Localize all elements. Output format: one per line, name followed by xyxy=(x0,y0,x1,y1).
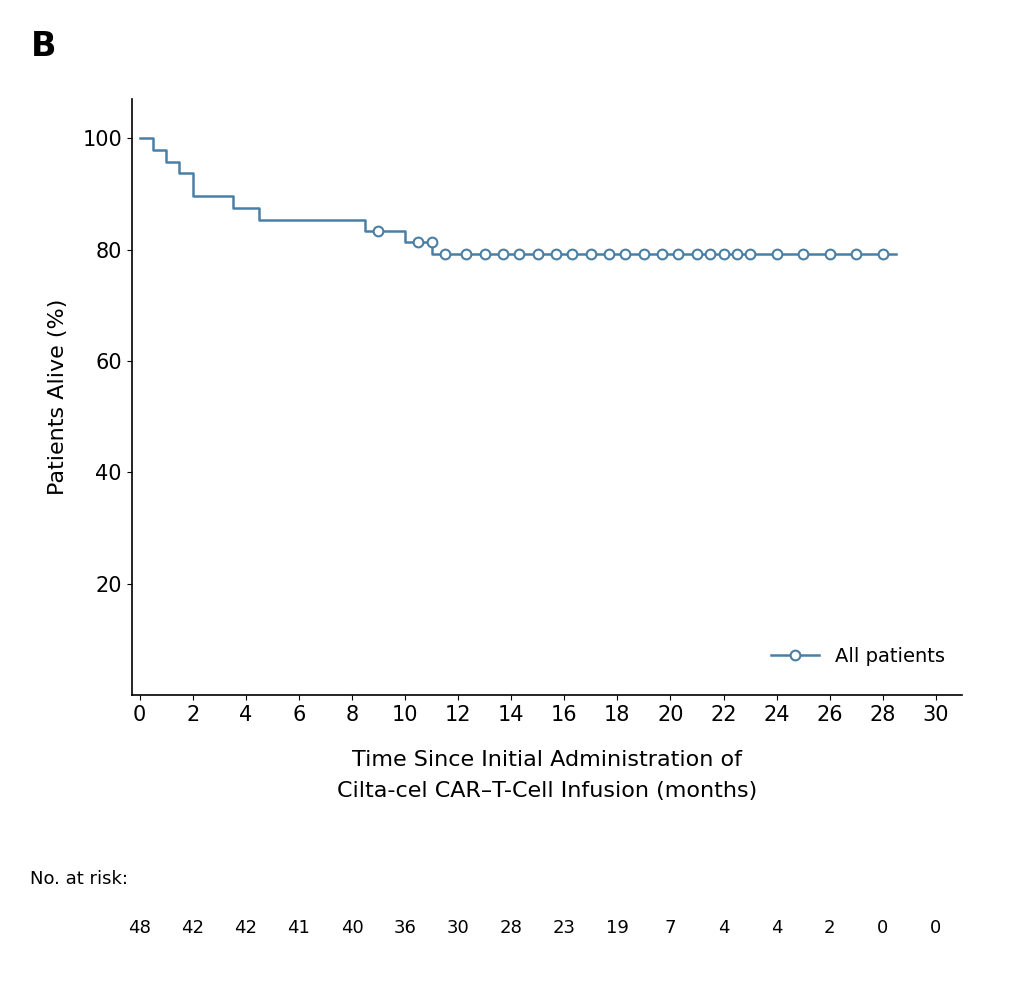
Text: 23: 23 xyxy=(553,920,575,937)
Text: 0: 0 xyxy=(930,920,941,937)
Text: 40: 40 xyxy=(340,920,364,937)
Text: 19: 19 xyxy=(606,920,629,937)
Text: 30: 30 xyxy=(447,920,469,937)
Text: 42: 42 xyxy=(234,920,257,937)
Text: 42: 42 xyxy=(181,920,205,937)
Text: 36: 36 xyxy=(394,920,416,937)
Y-axis label: Patients Alive (%): Patients Alive (%) xyxy=(49,299,68,496)
Text: 4: 4 xyxy=(718,920,729,937)
Text: 2: 2 xyxy=(824,920,836,937)
Text: 28: 28 xyxy=(499,920,523,937)
Text: 0: 0 xyxy=(877,920,888,937)
Text: 48: 48 xyxy=(129,920,151,937)
Legend: All patients: All patients xyxy=(763,638,952,673)
Text: 4: 4 xyxy=(771,920,782,937)
Text: No. at risk:: No. at risk: xyxy=(30,870,129,888)
Text: 7: 7 xyxy=(665,920,676,937)
Text: B: B xyxy=(30,30,56,63)
X-axis label: Time Since Initial Administration of
Cilta-cel CAR–T-Cell Infusion (months): Time Since Initial Administration of Cil… xyxy=(337,750,757,801)
Text: 41: 41 xyxy=(288,920,310,937)
